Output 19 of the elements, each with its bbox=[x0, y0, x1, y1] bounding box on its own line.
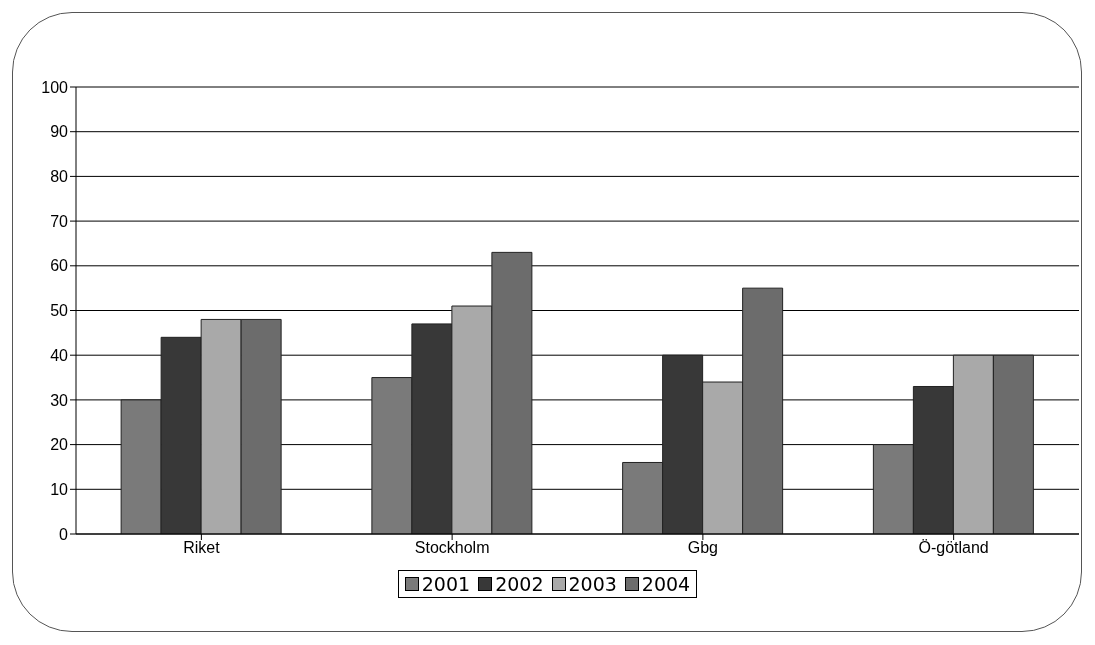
legend-label: 2002 bbox=[494, 573, 544, 595]
y-tick-label: 10 bbox=[50, 480, 69, 498]
y-tick-label: 90 bbox=[50, 123, 69, 141]
x-tick-label: Gbg bbox=[687, 539, 718, 557]
legend-label: 2001 bbox=[420, 573, 471, 595]
y-tick-label: 0 bbox=[59, 525, 69, 543]
x-tick-label: Stockholm bbox=[414, 539, 490, 557]
legend-label: 2003 bbox=[567, 573, 617, 595]
legend-label: 2004 bbox=[640, 573, 691, 595]
y-tick-label: 20 bbox=[50, 436, 69, 454]
y-tick-label: 30 bbox=[50, 391, 69, 409]
y-tick-label: 100 bbox=[41, 78, 69, 96]
x-tick-label: Ö-götland bbox=[918, 539, 989, 557]
y-tick-label: 80 bbox=[50, 168, 69, 186]
y-tick-label: 70 bbox=[50, 212, 69, 230]
x-tick-label: Riket bbox=[183, 539, 221, 557]
y-tick-label: 50 bbox=[50, 302, 69, 320]
y-tick-label: 40 bbox=[50, 346, 69, 364]
y-tick-label: 60 bbox=[50, 257, 69, 275]
